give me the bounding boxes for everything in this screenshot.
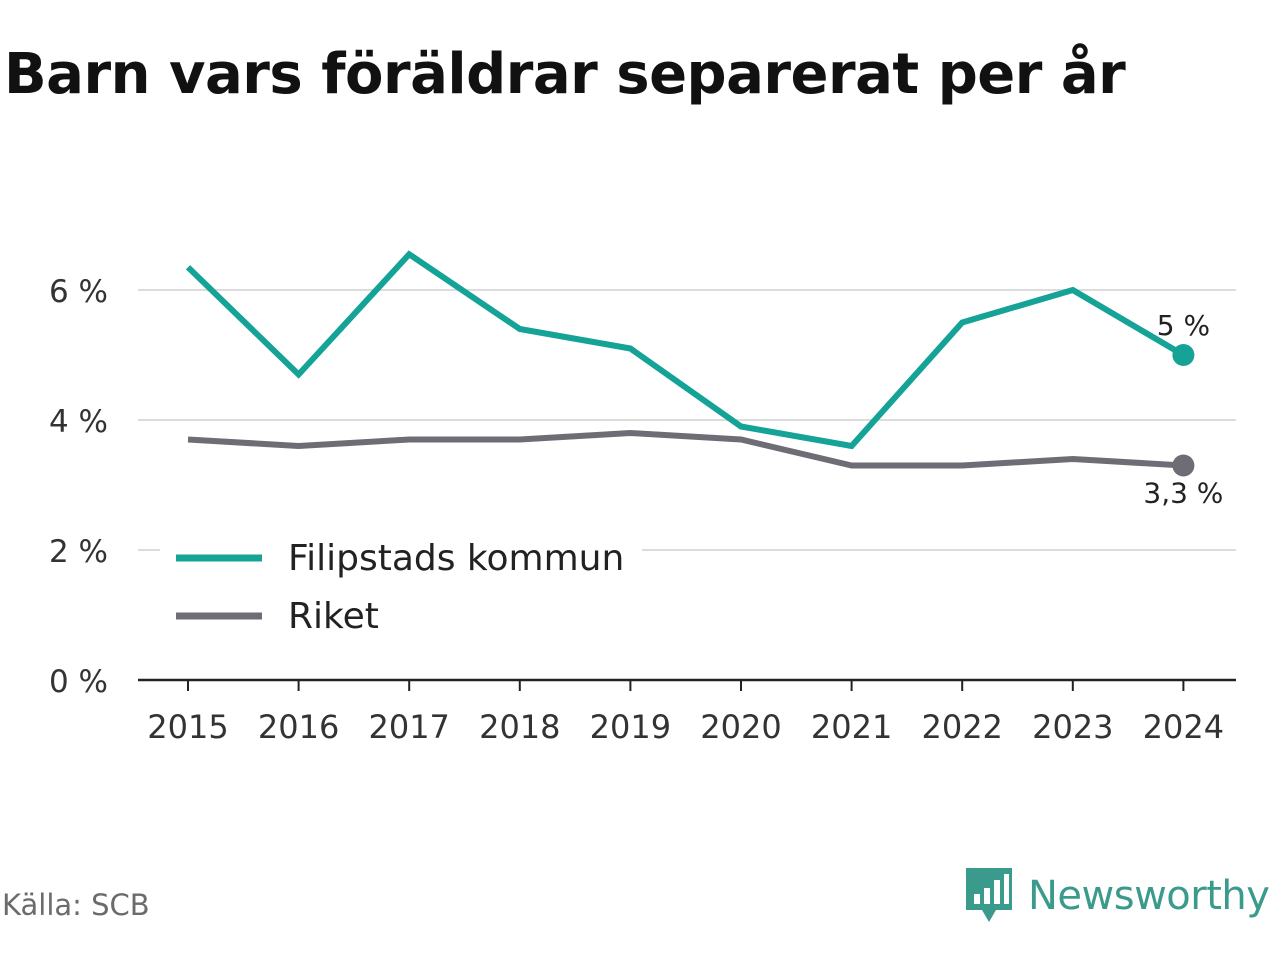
source-note: Källa: SCB xyxy=(2,888,150,922)
series-line-1 xyxy=(187,429,1184,469)
y-tick-label: 4 % xyxy=(49,404,108,440)
gridlines xyxy=(138,289,1236,551)
chart-title: Barn vars föräldrar separerat per år xyxy=(4,42,1126,107)
x-tick-label: 2019 xyxy=(590,708,671,746)
x-tick-label: 2017 xyxy=(368,708,449,746)
series-line-0 xyxy=(185,250,1185,450)
x-tick-label: 2016 xyxy=(258,708,339,746)
x-axis xyxy=(138,678,1236,691)
y-tick-label: 6 % xyxy=(49,274,108,310)
newsworthy-logo: Newsworthy xyxy=(964,866,1270,926)
x-tick-label: 2018 xyxy=(479,708,560,746)
end-point-marker xyxy=(1172,344,1195,366)
legend-label: Riket xyxy=(288,596,379,637)
y-tick-label: 0 % xyxy=(49,664,108,700)
x-tick-label: 2015 xyxy=(147,708,228,746)
brand-name: Newsworthy xyxy=(1028,873,1270,919)
y-tick-label: 2 % xyxy=(49,534,108,570)
x-tick-label: 2023 xyxy=(1032,708,1113,746)
legend: Filipstads kommun Riket xyxy=(160,526,642,646)
legend-label: Filipstads kommun xyxy=(288,538,624,579)
x-tick-label: 2020 xyxy=(700,708,781,746)
x-axis-tick-labels: 2015 2016 2017 2018 2019 2020 2021 2022 2023 2024 xyxy=(147,708,1224,746)
x-tick-label: 2024 xyxy=(1143,708,1224,746)
legend-background xyxy=(160,526,642,646)
x-tick-label: 2022 xyxy=(921,708,1002,746)
end-label-0: 5 % xyxy=(1157,309,1210,342)
x-tick-label: 2021 xyxy=(811,708,892,746)
series-lines xyxy=(185,250,1195,477)
y-axis-tick-labels: 0 % 2 % 4 % 6 % xyxy=(49,274,108,700)
end-point-marker xyxy=(1172,454,1195,477)
end-labels: 5 % 3,3 % xyxy=(1143,309,1223,510)
end-label-1: 3,3 % xyxy=(1143,477,1223,510)
newsworthy-logo-icon xyxy=(966,868,1012,922)
